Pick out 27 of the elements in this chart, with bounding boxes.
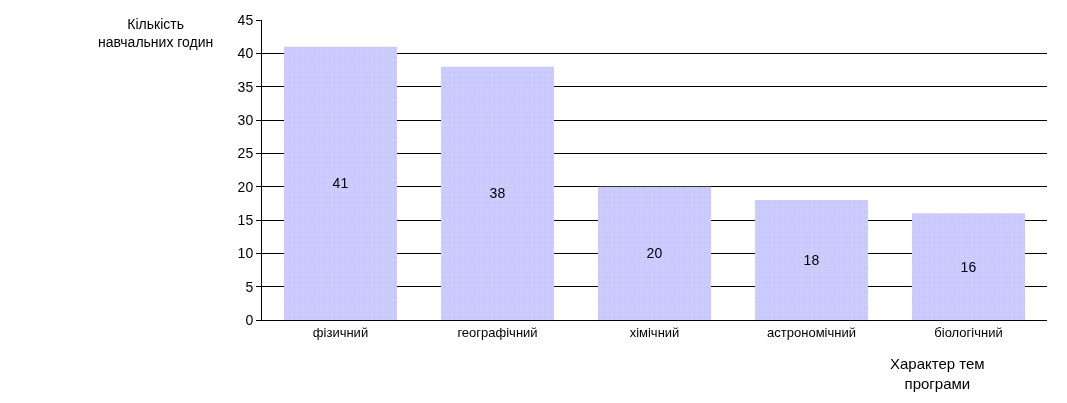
y-tick-label: 0: [245, 311, 254, 328]
bar: [597, 186, 712, 320]
y-tick-label: 10: [237, 245, 254, 262]
data-label: 20: [646, 245, 663, 262]
y-tick-label: 40: [237, 45, 254, 62]
data-label: 41: [332, 175, 349, 192]
y-tick-label: 5: [245, 278, 254, 295]
y-tick-label: 45: [237, 11, 254, 28]
y-axis-title: Кількість навчальних годин: [98, 16, 214, 51]
x-tick-label: географічний: [457, 324, 538, 340]
x-tick-label: хімічний: [629, 324, 680, 340]
bar: [911, 213, 1026, 320]
x-tick-label: фізичний: [312, 324, 369, 340]
bar: [440, 66, 555, 320]
bar: [754, 200, 869, 320]
y-tick-label: 20: [237, 178, 254, 195]
data-label: 38: [489, 185, 506, 202]
y-tick-label: 35: [237, 78, 254, 95]
bar: [283, 46, 398, 320]
y-tick-label: 25: [237, 145, 254, 162]
data-label: 16: [960, 258, 977, 275]
x-tick-label: біологічний: [934, 324, 1003, 340]
y-tick-label: 30: [237, 111, 254, 128]
y-tick-label: 15: [237, 211, 254, 228]
data-label: 18: [803, 252, 820, 268]
x-axis-title: Характер тем програми: [890, 355, 985, 392]
x-tick-label: астрономічний: [767, 324, 856, 340]
